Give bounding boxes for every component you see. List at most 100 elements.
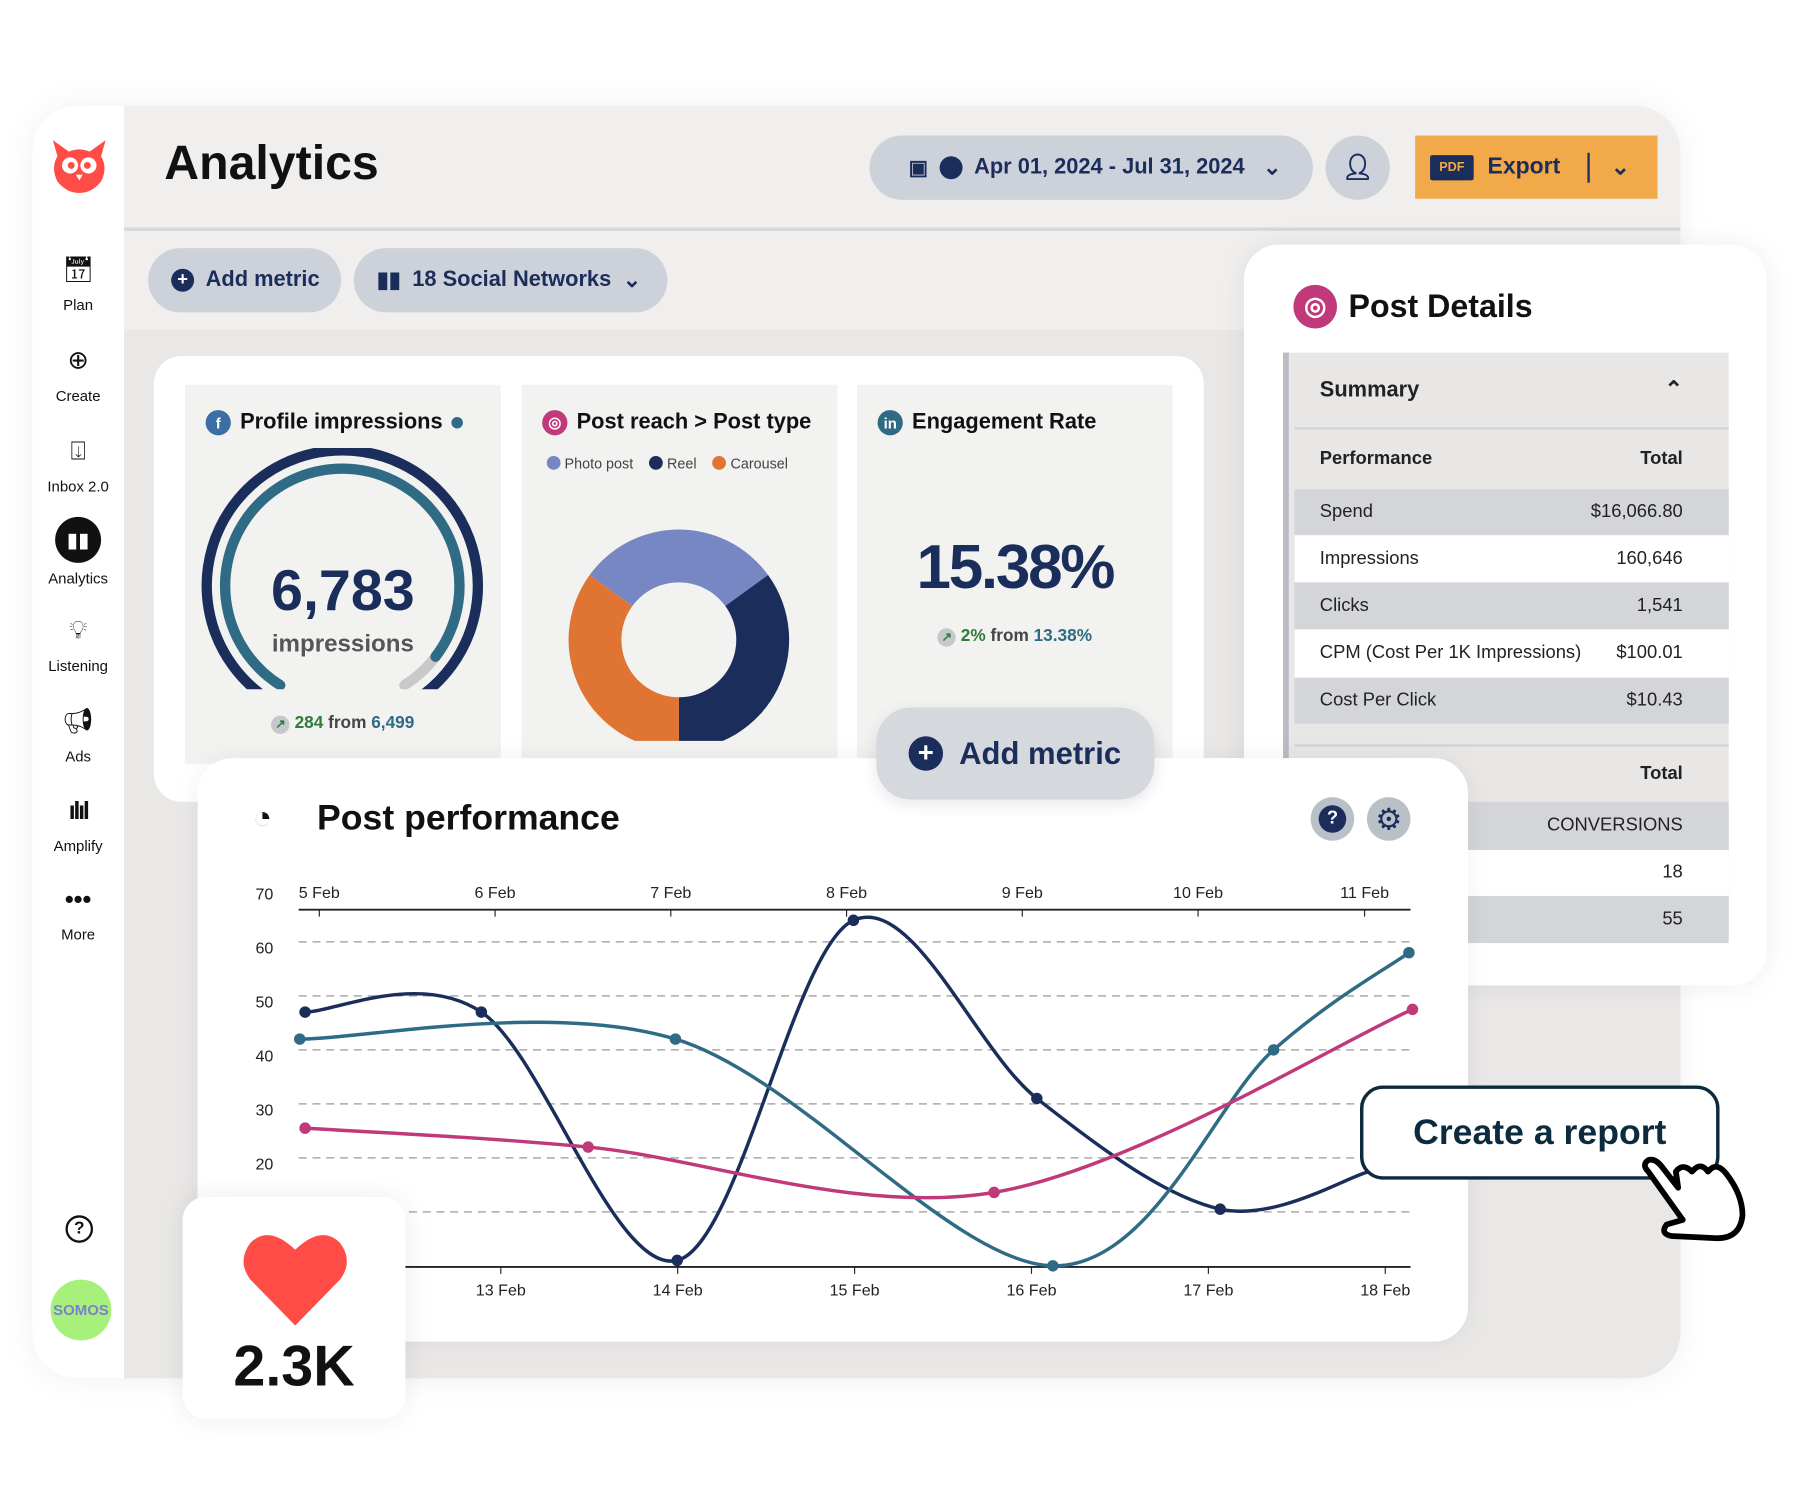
x-top-tick-label: 11 Feb — [1340, 884, 1389, 902]
data-point — [475, 1006, 488, 1018]
plus-circle-icon: ⊕ — [67, 345, 89, 375]
calendar-icon: 📅︎ — [62, 255, 95, 284]
help-icon[interactable]: ? — [65, 1215, 94, 1243]
donut-slice-reel — [678, 574, 790, 741]
y-tick-label: 70 — [255, 885, 273, 903]
facebook-icon: f — [205, 410, 231, 436]
likes-count: 2.3K — [233, 1333, 355, 1398]
engagement-change: ↗ 2% from 13.38% — [857, 626, 1173, 647]
x-top-tick-label: 7 Feb — [650, 884, 691, 902]
engagement-value: 15.38% — [916, 532, 1116, 602]
create-report-button[interactable]: Create a report — [1360, 1085, 1720, 1180]
add-metric-button[interactable]: + Add metric — [148, 248, 342, 313]
x-bottom-tick-label: 15 Feb — [830, 1282, 880, 1300]
gauge-outer-ring — [201, 447, 483, 690]
date-range-picker[interactable]: ▣ Apr 01, 2024 - Jul 31, 2024 ⌄ — [869, 135, 1313, 200]
table-row: Spend $16,066.80 — [1294, 489, 1729, 536]
donut-slice-carousel — [568, 574, 679, 741]
divider — [1587, 152, 1591, 183]
table-row: Cost Per Click $10.43 — [1294, 677, 1729, 724]
table-row: CPM (Cost Per 1K Impressions) $100.01 — [1294, 629, 1729, 678]
impressions-unit: impressions — [271, 630, 414, 658]
legend-reel: Reel — [649, 456, 697, 472]
help-icon: ? — [1318, 805, 1347, 833]
calendar-icon: ▣ — [908, 155, 929, 179]
sidebar-item-more[interactable]: ••• More — [32, 884, 124, 943]
likes-card: 2.3K — [182, 1196, 406, 1419]
profile-impressions-card: f Profile impressions 6,783 impressions ↗… — [184, 384, 501, 764]
gauge-fill — [219, 463, 465, 690]
data-point — [299, 1122, 311, 1134]
metrics-card: f Profile impressions 6,783 impressions ↗… — [153, 356, 1204, 802]
x-bottom-tick-label: 13 Feb — [476, 1282, 526, 1300]
table-row: Impressions 160,646 — [1294, 535, 1729, 583]
x-top-tick-label: 6 Feb — [475, 884, 516, 902]
data-point — [299, 1006, 311, 1018]
inbox-icon: ⍗ — [70, 436, 86, 466]
arrow-up-right-icon: ↗ — [937, 628, 956, 647]
x-bottom-tick-label: 16 Feb — [1006, 1282, 1056, 1300]
data-point — [847, 914, 860, 927]
donut-legend: Photo post Reel Carousel — [546, 456, 788, 472]
post-type-donut — [568, 529, 790, 741]
user-plus-icon: 👤︎ — [1341, 152, 1374, 182]
sidebar-item-ads[interactable]: 📢︎ Ads — [32, 706, 124, 765]
post-details-title: Post Details — [1348, 288, 1533, 324]
plus-circle-icon: + — [171, 268, 195, 292]
donut-slice-photo-post — [589, 529, 769, 607]
impressions-value: 6,783 — [271, 558, 415, 623]
table-header: Total — [1294, 744, 1729, 801]
y-tick-label: 50 — [255, 993, 273, 1011]
data-point — [582, 1141, 594, 1153]
add-user-button[interactable]: 👤︎ — [1325, 135, 1390, 200]
add-metric-floating-button[interactable]: + Add metric — [876, 707, 1155, 800]
data-point — [671, 1254, 683, 1267]
sidebar-item-listening[interactable]: 💡︎ Listening — [32, 616, 124, 675]
status-dot — [939, 156, 963, 180]
page-title: Analytics — [164, 135, 379, 190]
x-top-tick-label: 9 Feb — [1002, 884, 1043, 902]
engagement-rate-card: in Engagement Rate 15.38% ↗ 2% from 13.38… — [856, 384, 1173, 764]
sidebar-item-plan[interactable]: 📅︎ Plan — [32, 255, 124, 314]
data-point — [988, 1186, 1000, 1199]
y-tick-label: 20 — [255, 1155, 273, 1173]
data-point — [1047, 1260, 1059, 1272]
sidebar-item-analytics[interactable]: ▮▮ Analytics — [32, 516, 124, 587]
arrow-up-right-icon: ↗ — [271, 715, 290, 734]
x-top-tick-label: 8 Feb — [826, 884, 867, 902]
settings-button[interactable]: ⚙ — [1366, 797, 1411, 841]
sidebar: 📅︎ Plan ⊕ Create ⍗ Inbox 2.0 ▮▮ Analytics 💡︎… — [32, 105, 125, 1379]
gauge-icon: ◔ — [252, 799, 273, 836]
post-performance-title: Post performance — [317, 797, 620, 838]
social-networks-dropdown[interactable]: ▮▮ 18 Social Networks ⌄ — [353, 248, 668, 313]
data-point — [669, 1033, 682, 1045]
instagram-icon: ◎ — [1293, 284, 1338, 329]
data-point — [1267, 1044, 1280, 1056]
chevron-down-icon[interactable]: ⌄ — [1610, 155, 1631, 181]
series-line-0 — [305, 915, 1371, 1263]
pdf-badge: PDF — [1430, 154, 1474, 180]
post-reach-card: ◎ Post reach > Post type Photo post Reel … — [521, 384, 838, 764]
heart-icon — [243, 1235, 347, 1326]
avatar[interactable]: SOMOS — [50, 1279, 112, 1341]
gear-icon: ⚙ — [1375, 801, 1403, 836]
amplify-icon: ılıl — [68, 796, 90, 825]
chevron-up-icon: ⌃ — [1664, 377, 1683, 403]
export-button[interactable]: PDF Export ⌄ — [1415, 135, 1658, 199]
x-top-tick-label: 10 Feb — [1173, 884, 1223, 902]
summary-toggle[interactable]: Summary ⌃ — [1294, 353, 1729, 430]
help-button[interactable]: ? — [1310, 797, 1355, 841]
chevron-down-icon: ⌄ — [622, 268, 642, 293]
hootsuite-owl-logo[interactable] — [48, 138, 110, 195]
sidebar-item-inbox[interactable]: ⍗ Inbox 2.0 — [32, 436, 124, 495]
x-bottom-tick-label: 18 Feb — [1360, 1282, 1410, 1300]
sidebar-item-amplify[interactable]: ılıl Amplify — [32, 796, 124, 855]
lightbulb-icon: 💡︎ — [69, 615, 87, 645]
sidebar-item-create[interactable]: ⊕ Create — [32, 346, 124, 405]
impressions-gauge — [201, 447, 483, 690]
status-dot — [451, 416, 464, 429]
pointer-hand-icon — [1642, 1156, 1746, 1242]
data-point — [1403, 946, 1415, 959]
legend-photo-post: Photo post — [546, 456, 633, 472]
